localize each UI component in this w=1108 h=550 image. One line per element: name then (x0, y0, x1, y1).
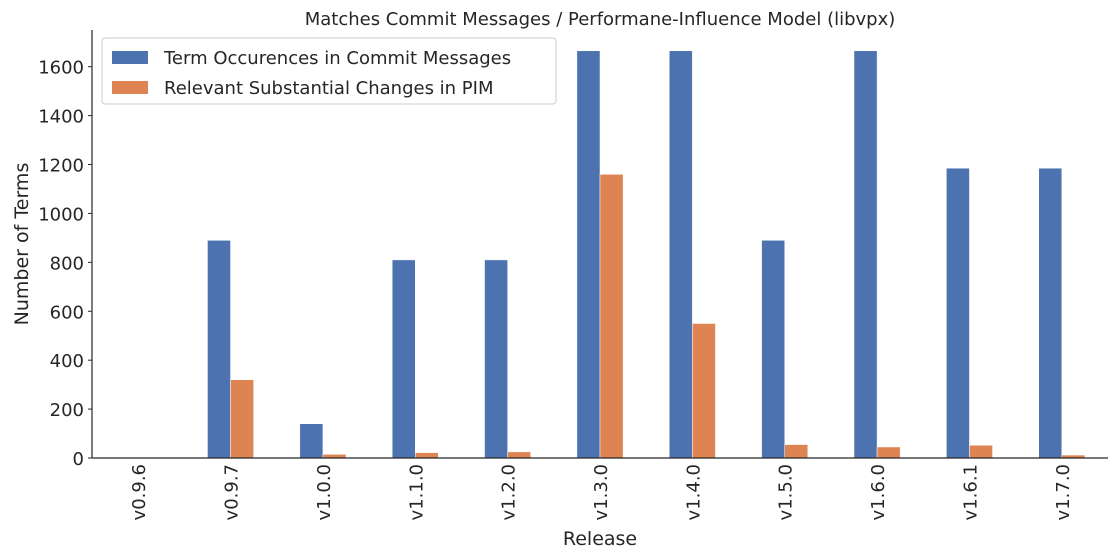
legend: Term Occurences in Commit Messages Releva… (101, 37, 557, 105)
bar (969, 445, 993, 459)
x-tick-label: v1.5.0 (776, 464, 797, 520)
bar (207, 240, 231, 459)
x-tick-label: v1.2.0 (499, 464, 520, 520)
chart-title: Matches Commit Messages / Performane-Inf… (305, 9, 896, 30)
bar (692, 323, 716, 459)
bar (484, 259, 508, 459)
y-tick-label: 800 (50, 253, 84, 274)
bar (507, 451, 531, 459)
x-axis-label: Release (563, 528, 637, 550)
legend-label: Relevant Substantial Changes in PIM (164, 78, 494, 99)
y-tick-label: 200 (50, 400, 84, 421)
x-tick-label: v1.1.0 (406, 464, 427, 520)
bar (761, 240, 785, 459)
y-tick-label: 400 (50, 351, 84, 372)
x-tick-label: v0.9.6 (129, 464, 150, 520)
bar (415, 452, 439, 459)
y-tick-label: 1200 (38, 156, 84, 177)
x-tick-label: v1.6.0 (868, 464, 889, 520)
legend-box (101, 37, 557, 105)
y-axis-label: Number of Terms (11, 163, 33, 326)
bar (853, 50, 878, 459)
bar (784, 444, 809, 459)
legend-label: Term Occurences in Commit Messages (163, 48, 511, 69)
bar (1038, 167, 1063, 459)
x-tick-label: v1.3.0 (591, 464, 612, 520)
x-tick-label: v1.4.0 (683, 464, 704, 520)
bar (599, 174, 624, 459)
y-tick-label: 600 (50, 302, 84, 323)
legend-swatch (112, 81, 148, 94)
bar (576, 50, 601, 459)
bar (669, 50, 693, 459)
x-tick-label: v1.7.0 (1053, 464, 1074, 520)
bar (299, 423, 324, 459)
bar (391, 259, 416, 459)
y-tick-label: 1000 (38, 204, 84, 225)
y-tick-label: 1600 (38, 58, 84, 79)
x-tick-label: v1.0.0 (314, 464, 335, 520)
bar (946, 167, 970, 459)
y-tick-label: 0 (73, 449, 84, 470)
legend-swatch (112, 51, 148, 64)
x-tick-label: v0.9.7 (222, 464, 243, 520)
y-tick-label: 1400 (38, 107, 84, 128)
x-tick-label: v1.6.1 (960, 464, 981, 520)
bar (876, 446, 901, 459)
bar (230, 379, 254, 459)
